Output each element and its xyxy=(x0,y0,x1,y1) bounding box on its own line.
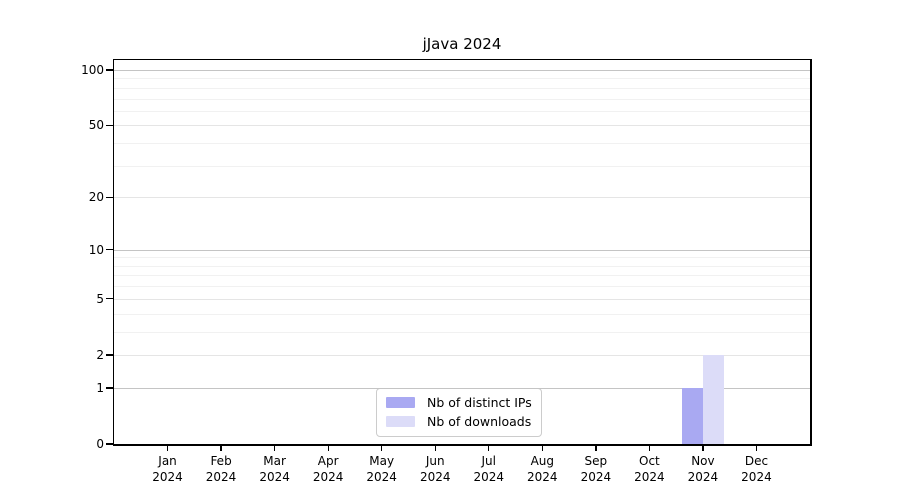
x-tick-mark xyxy=(755,445,758,451)
y-tick-label: 100 xyxy=(81,63,104,77)
plot-spine-top xyxy=(112,58,812,60)
minor-gridline xyxy=(114,275,810,277)
x-tick-label: Jun 2024 xyxy=(419,454,451,484)
y-tick-label: 2 xyxy=(96,347,104,362)
x-tick-mark xyxy=(595,445,597,451)
y-tick-mark xyxy=(106,354,113,356)
minor-gridline xyxy=(114,265,810,267)
minor-gridline xyxy=(114,78,810,80)
x-tick-mark xyxy=(488,445,490,451)
x-tick-label: Nov 2024 xyxy=(687,454,719,484)
plot-spine-right xyxy=(810,58,812,446)
y-tick-label: 5 xyxy=(96,291,104,306)
major-gridline xyxy=(114,298,810,300)
y-tick-mark xyxy=(106,387,113,389)
x-tick-mark xyxy=(381,445,383,451)
x-tick-label: Sep 2024 xyxy=(580,454,612,484)
x-tick-label: Feb 2024 xyxy=(205,454,237,484)
bar-distinct-ips xyxy=(681,387,703,444)
x-tick-mark xyxy=(274,445,276,451)
minor-gridline xyxy=(114,286,810,288)
x-tick-label: Dec 2024 xyxy=(741,454,772,484)
y-tick-mark xyxy=(106,443,113,445)
legend-item: Nb of distinct IPs xyxy=(386,395,532,410)
minor-gridline xyxy=(114,110,810,112)
x-tick-label: Jan 2024 xyxy=(152,454,183,484)
y-tick-label: 1 xyxy=(96,380,104,395)
y-tick-mark xyxy=(106,298,113,300)
y-tick-mark xyxy=(106,69,113,71)
minor-gridline xyxy=(114,98,810,100)
major-gridline xyxy=(114,197,810,199)
y-tick-mark xyxy=(106,124,113,127)
legend: Nb of distinct IPs Nb of downloads xyxy=(376,388,542,437)
y-tick-label: 50 xyxy=(88,118,104,133)
x-tick-label: May 2024 xyxy=(366,454,397,484)
legend-label: Nb of distinct IPs xyxy=(427,395,532,410)
x-tick-mark xyxy=(648,445,651,451)
x-tick-label: Oct 2024 xyxy=(634,454,665,484)
y-tick-label: 20 xyxy=(88,190,104,205)
x-tick-label: Apr 2024 xyxy=(312,454,344,484)
plot-area: Nb of distinct IPs Nb of downloads 0 1 2 5 10… xyxy=(81,58,812,484)
legend-swatch xyxy=(386,416,415,427)
minor-gridline xyxy=(114,143,810,145)
plot-spine-bottom xyxy=(112,444,812,446)
legend-label: Nb of downloads xyxy=(427,414,532,429)
x-tick-label: Mar 2024 xyxy=(259,454,290,484)
y-tick-label: 10 xyxy=(88,242,104,257)
minor-gridline xyxy=(114,87,810,89)
major-gridline xyxy=(114,354,810,356)
y-tick-label: 0 xyxy=(96,437,104,451)
legend-swatch xyxy=(386,397,415,408)
minor-gridline xyxy=(114,165,810,167)
major-gridline xyxy=(114,249,810,251)
minor-gridline xyxy=(114,331,810,333)
legend-item: Nb of downloads xyxy=(386,414,532,429)
bar-downloads xyxy=(702,354,724,444)
x-tick-mark xyxy=(541,445,543,451)
x-tick-label: Jul 2024 xyxy=(473,454,505,484)
plot-spine-left xyxy=(112,58,114,446)
x-tick-label: Aug 2024 xyxy=(527,454,558,484)
x-tick-mark xyxy=(220,445,222,451)
x-tick-mark xyxy=(166,445,169,451)
minor-gridline xyxy=(114,257,810,259)
major-gridline xyxy=(114,387,810,389)
x-tick-mark xyxy=(327,445,329,451)
chart-title: jJava 2024 xyxy=(422,35,502,53)
y-tick-mark xyxy=(106,249,113,251)
minor-gridline xyxy=(114,313,810,315)
y-tick-mark xyxy=(106,196,113,198)
x-tick-mark xyxy=(434,445,436,451)
major-gridline xyxy=(114,70,810,71)
x-tick-mark xyxy=(702,445,704,451)
major-gridline xyxy=(114,125,810,127)
